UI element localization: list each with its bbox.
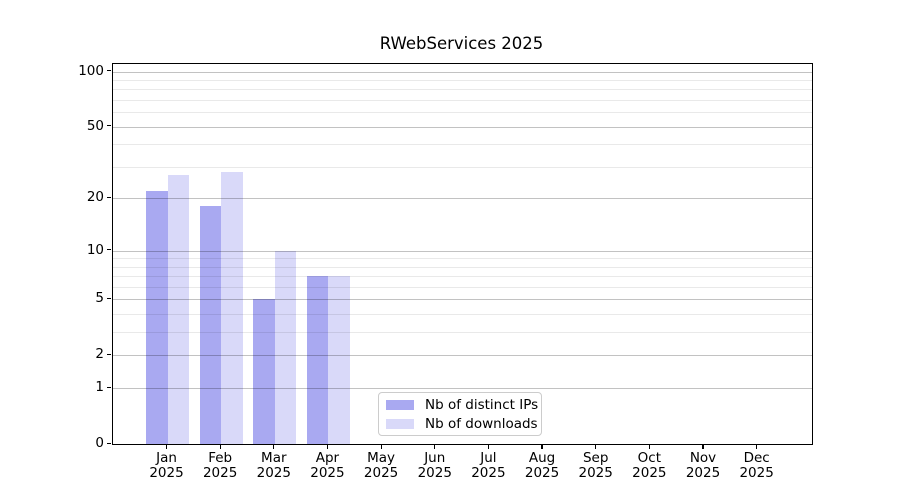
bar-apr-series1 <box>328 276 350 444</box>
gridline-major-2 <box>113 355 812 357</box>
gridline-major-20 <box>113 198 812 200</box>
plot-area: Nb of distinct IPs Nb of downloads <box>112 63 813 445</box>
gridline-major-10 <box>113 250 812 252</box>
bars-layer <box>113 64 812 444</box>
legend-label: Nb of downloads <box>425 415 538 432</box>
y-tick-mark-50 <box>107 125 111 127</box>
x-tick-mark-jan <box>165 445 168 449</box>
gridlines-layer <box>113 64 812 444</box>
legend-item-downloads: Nb of downloads <box>386 416 541 432</box>
legend-swatch-downloads <box>386 418 414 429</box>
gridline-minor-30 <box>113 166 812 168</box>
gridline-minor-8 <box>113 266 812 268</box>
x-tick-mark-oct <box>648 445 650 449</box>
legend: Nb of distinct IPs Nb of downloads <box>378 392 542 436</box>
x-tick-mark-jun <box>434 445 436 449</box>
y-tick-label-50: 50 <box>86 117 104 134</box>
x-tick-label-jun: Jun 2025 <box>417 450 452 481</box>
chart-title: RWebServices 2025 <box>379 34 544 53</box>
gridline-major-100 <box>113 71 812 73</box>
gridline-minor-7 <box>113 276 812 278</box>
x-tick-label-dec: Dec 2025 <box>739 450 774 481</box>
gridline-minor-3 <box>113 332 812 334</box>
bar-jan-series1 <box>167 175 189 444</box>
bar-feb-series0 <box>199 206 222 444</box>
y-tick-mark-5 <box>107 297 111 300</box>
gridline-major-50 <box>113 126 812 128</box>
x-tick-label-aug: Aug 2025 <box>524 450 560 481</box>
x-tick-mark-sep <box>595 445 597 449</box>
gridline-major-1 <box>113 388 812 390</box>
x-tick-mark-feb <box>219 445 221 449</box>
y-tick-label-10: 10 <box>86 241 104 258</box>
gridline-minor-9 <box>113 258 812 260</box>
bar-mar-series0 <box>253 299 275 444</box>
gridline-minor-90 <box>113 80 812 82</box>
y-tick-label-0: 0 <box>95 435 104 451</box>
legend-swatch-distinct-ips <box>386 399 414 410</box>
x-tick-label-apr: Apr 2025 <box>310 450 345 481</box>
x-tick-mark-apr <box>326 445 329 449</box>
bar-mar-series1 <box>274 250 297 444</box>
x-tick-label-mar: Mar 2025 <box>256 450 291 481</box>
gridline-minor-80 <box>113 89 812 91</box>
x-tick-label-jul: Jul 2025 <box>471 450 506 481</box>
bar-feb-series1 <box>221 172 243 444</box>
y-tick-label-100: 100 <box>78 62 104 79</box>
gridline-minor-70 <box>113 100 812 102</box>
x-tick-mark-dec <box>756 445 758 449</box>
gridline-minor-60 <box>113 112 812 114</box>
y-tick-mark-20 <box>107 196 111 199</box>
x-tick-mark-mar <box>273 445 275 449</box>
gridline-minor-40 <box>113 144 812 146</box>
x-tick-mark-may <box>380 445 382 449</box>
y-tick-mark-10 <box>107 249 111 251</box>
x-tick-label-sep: Sep 2025 <box>578 450 613 481</box>
x-tick-mark-jul <box>487 445 489 449</box>
legend-label: Nb of distinct IPs <box>425 396 539 413</box>
bar-jan-series0 <box>146 191 168 444</box>
y-tick-mark-0 <box>107 442 111 444</box>
x-tick-mark-aug <box>541 445 543 449</box>
y-tick-mark-1 <box>107 386 111 388</box>
x-tick-label-feb: Feb 2025 <box>202 450 238 481</box>
y-tick-mark-100 <box>107 70 111 72</box>
y-tick-mark-2 <box>107 353 111 356</box>
x-tick-label-nov: Nov 2025 <box>685 450 721 481</box>
x-tick-label-oct: Oct 2025 <box>632 450 667 481</box>
y-tick-label-2: 2 <box>95 346 104 363</box>
y-tick-label-20: 20 <box>86 189 104 206</box>
gridline-minor-6 <box>113 286 812 288</box>
y-tick-label-5: 5 <box>95 290 104 307</box>
x-tick-mark-nov <box>702 445 704 449</box>
legend-item-distinct-ips: Nb of distinct IPs <box>386 397 541 413</box>
gridline-minor-4 <box>113 314 812 316</box>
y-tick-label-1: 1 <box>95 379 104 396</box>
bar-apr-series0 <box>306 276 329 444</box>
x-tick-label-may: May 2025 <box>363 450 399 481</box>
x-tick-label-jan: Jan 2025 <box>149 450 184 481</box>
gridline-major-5 <box>113 299 812 301</box>
